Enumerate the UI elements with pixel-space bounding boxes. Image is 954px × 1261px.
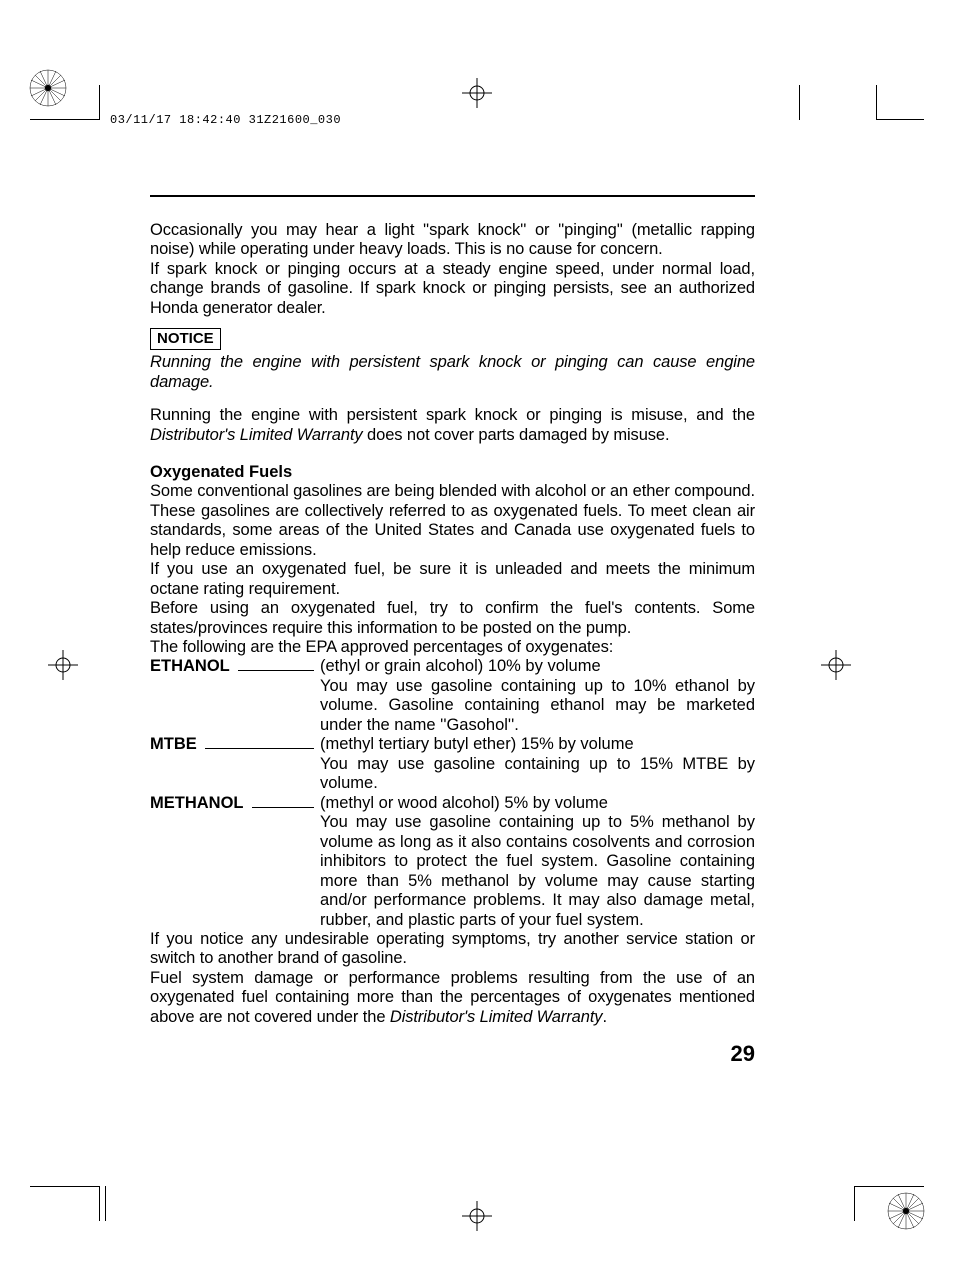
fuel-row: MTBE (methyl tertiary butyl ether) 15% b… — [150, 735, 755, 754]
horizontal-rule — [150, 195, 755, 197]
fuel-label: METHANOL — [150, 794, 320, 813]
registration-mark-icon — [462, 78, 492, 108]
fuel-label: MTBE — [150, 735, 320, 754]
body-paragraph: Occasionally you may hear a light ''spar… — [150, 221, 755, 260]
registration-mark-icon — [462, 1201, 492, 1231]
registration-mark-icon — [821, 650, 851, 680]
page-number: 29 — [731, 1041, 755, 1067]
fuel-name: MTBE — [150, 735, 197, 754]
crop-mark-icon — [876, 85, 924, 120]
fuel-definition: (ethyl or grain alcohol) 10% by volume — [320, 657, 755, 676]
fuel-table: ETHANOL (ethyl or grain alcohol) 10% by … — [150, 657, 755, 930]
crop-mark-icon — [105, 1186, 153, 1221]
leader-line — [205, 748, 314, 749]
fuel-row: You may use gasoline containing up to 5%… — [150, 813, 755, 930]
crop-mark-icon — [854, 1186, 924, 1221]
leader-line — [252, 807, 315, 808]
body-paragraph: Fuel system damage or performance proble… — [150, 969, 755, 1027]
fuel-row: You may use gasoline containing up to 10… — [150, 677, 755, 735]
fuel-body: You may use gasoline containing up to 10… — [320, 677, 755, 735]
crop-mark-icon — [799, 85, 869, 120]
fuel-row: You may use gasoline containing up to 15… — [150, 755, 755, 794]
text-run: . — [602, 1008, 606, 1026]
crop-mark-icon — [30, 1186, 100, 1221]
text-run: Running the engine with persistent spark… — [150, 406, 755, 424]
fuel-body: You may use gasoline containing up to 15… — [320, 755, 755, 794]
notice-text: Running the engine with persistent spark… — [150, 353, 755, 392]
leader-line — [238, 670, 314, 671]
fuel-row: ETHANOL (ethyl or grain alcohol) 10% by … — [150, 657, 755, 676]
fuel-row: METHANOL (methyl or wood alcohol) 5% by … — [150, 794, 755, 813]
page-content: Occasionally you may hear a light ''spar… — [150, 195, 755, 1027]
crop-mark-icon — [30, 85, 100, 120]
text-run-italic: Distributor's Limited Warranty — [390, 1008, 603, 1026]
body-paragraph: Some conventional gasolines are being bl… — [150, 482, 755, 560]
fuel-definition: (methyl or wood alcohol) 5% by volume — [320, 794, 755, 813]
header-timestamp: 03/11/17 18:42:40 31Z21600_030 — [110, 113, 341, 127]
body-paragraph: Running the engine with persistent spark… — [150, 406, 755, 445]
notice-label: NOTICE — [150, 328, 221, 350]
text-run-italic: Distributor's Limited Warranty — [150, 426, 363, 444]
fuel-body: You may use gasoline containing up to 5%… — [320, 813, 755, 930]
fuel-name: ETHANOL — [150, 657, 230, 676]
text-run: does not cover parts damaged by misuse. — [363, 426, 670, 444]
body-paragraph: The following are the EPA approved perce… — [150, 638, 755, 657]
registration-mark-icon — [48, 650, 78, 680]
body-paragraph: If you notice any undesirable operating … — [150, 930, 755, 969]
fuel-label: ETHANOL — [150, 657, 320, 676]
fuel-definition: (methyl tertiary butyl ether) 15% by vol… — [320, 735, 755, 754]
fuel-name: METHANOL — [150, 794, 244, 813]
body-paragraph: Before using an oxygenated fuel, try to … — [150, 599, 755, 638]
section-heading: Oxygenated Fuels — [150, 463, 755, 482]
body-paragraph: If you use an oxygenated fuel, be sure i… — [150, 560, 755, 599]
body-paragraph: If spark knock or pinging occurs at a st… — [150, 260, 755, 318]
